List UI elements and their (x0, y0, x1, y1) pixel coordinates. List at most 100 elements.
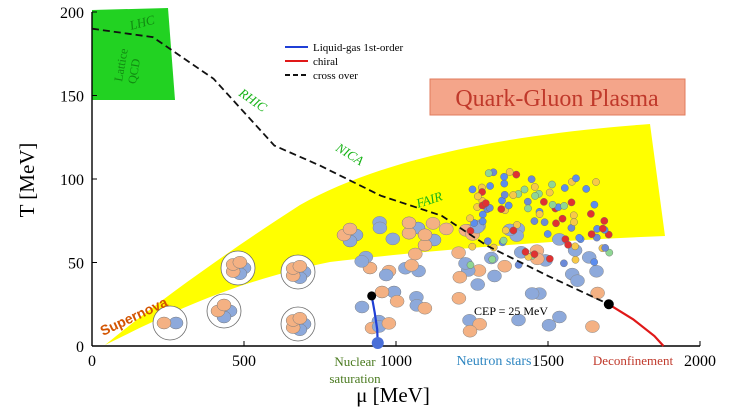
label-rhic: RHIC (235, 85, 270, 115)
nucleon (590, 286, 605, 300)
nucleon (372, 221, 388, 235)
x-tick-label: 2000 (684, 353, 716, 370)
quark-dot (587, 210, 595, 218)
y-tick-label: 0 (76, 339, 84, 356)
quark-dot (599, 224, 607, 233)
nucleon (216, 298, 232, 312)
nucleon (541, 318, 557, 332)
quark-dot (571, 242, 579, 251)
chiral-curve (608, 303, 665, 347)
quark-dot (530, 217, 539, 225)
quark-dot (504, 201, 513, 210)
nucleon (439, 222, 454, 236)
quark-dot (560, 259, 568, 268)
quark-dot (509, 226, 518, 235)
quark-dot (545, 188, 554, 197)
x-tick-label: 1500 (532, 353, 564, 370)
quark-dot (575, 233, 584, 242)
y-tick-label: 200 (60, 5, 84, 22)
nucleon (451, 246, 466, 259)
legend: Liquid-gas 1st-order chiral cross over (285, 42, 403, 82)
qgp-label: Quark-Gluon Plasma (455, 86, 659, 112)
nucleon (511, 313, 526, 327)
quark-dot (501, 226, 510, 235)
quark-dot (478, 217, 487, 226)
quark-dot (500, 172, 508, 181)
y-tick-label: 150 (60, 89, 84, 106)
x-tick-label: 0 (88, 353, 96, 370)
nucleon (354, 255, 369, 268)
nucleon (417, 301, 433, 315)
x-tick-label: 1000 (380, 353, 412, 370)
quark-dot (571, 255, 580, 264)
quark-dot (512, 170, 521, 179)
legend-label-crossover: cross over (313, 70, 358, 82)
y-tick-label: 100 (60, 172, 84, 189)
quark-dot (509, 191, 518, 199)
label-nuclear: Nuclear (334, 354, 376, 369)
crossover-curve (91, 27, 610, 306)
nuclear-point-marker (371, 337, 384, 349)
nucleon (354, 300, 370, 314)
nucleon (292, 260, 308, 273)
nucleon (589, 265, 604, 278)
nucleon (425, 217, 441, 230)
quark-dot (521, 248, 530, 256)
nucleon (452, 270, 468, 284)
quark-dot (564, 240, 572, 249)
quark-dot (488, 255, 497, 264)
axis-ticks: 0 500 1000 1500 2000 0 50 100 150 200 (60, 5, 716, 370)
quark-dot (567, 198, 576, 207)
quark-dot (468, 242, 477, 251)
nucleon (417, 228, 433, 242)
legend-label-liquid-gas: Liquid-gas 1st-order (313, 42, 403, 54)
qgp-label-box (429, 78, 686, 116)
quark-dot (590, 258, 599, 266)
label-saturation: saturation (329, 371, 381, 386)
label-nica: NICA (333, 139, 367, 168)
quark-dot (552, 219, 560, 228)
quark-dot (592, 178, 600, 186)
quark-dot (535, 210, 544, 218)
liquid-gas-endpoint-marker (367, 291, 377, 301)
nucleon (342, 222, 358, 236)
quark-dot (527, 175, 536, 183)
nucleon (570, 274, 585, 287)
quark-dot (520, 185, 529, 194)
nucleon (156, 316, 172, 330)
nucleon (381, 317, 397, 330)
nucleon (524, 287, 540, 300)
label-lattice: Lattice QCD (111, 44, 145, 85)
label-lhc: LHC (127, 12, 157, 33)
quark-dot (500, 179, 509, 188)
nucleon (385, 232, 401, 246)
quark-dot (474, 192, 482, 201)
nucleon (552, 310, 567, 324)
quark-dot (466, 227, 475, 235)
quark-dot (548, 200, 557, 209)
nucleon (462, 324, 478, 338)
label-neutron-stars: Neutron stars (456, 354, 531, 369)
legend-label-chiral: chiral (313, 56, 338, 68)
supernova-band (105, 124, 665, 345)
quark-dot (543, 230, 552, 238)
quark-dot (540, 218, 549, 226)
nucleon (389, 295, 405, 308)
quark-dot (478, 210, 487, 219)
nucleon (292, 312, 308, 325)
quark-gluon-dots (466, 168, 614, 269)
quark-dot (600, 217, 609, 225)
quark-dot (513, 221, 521, 229)
x-axis-label: μ [MeV] (356, 383, 430, 407)
nucleon (451, 292, 467, 305)
nucleon (404, 259, 419, 272)
quark-dot (560, 202, 568, 210)
quark-dot (524, 197, 532, 206)
quark-dot (484, 169, 493, 177)
nucleon (497, 259, 512, 273)
nucleon (408, 247, 423, 261)
critical-end-point-marker (603, 299, 614, 310)
label-deconfinement: Deconfinement (593, 353, 674, 368)
quark-dot (531, 192, 539, 200)
